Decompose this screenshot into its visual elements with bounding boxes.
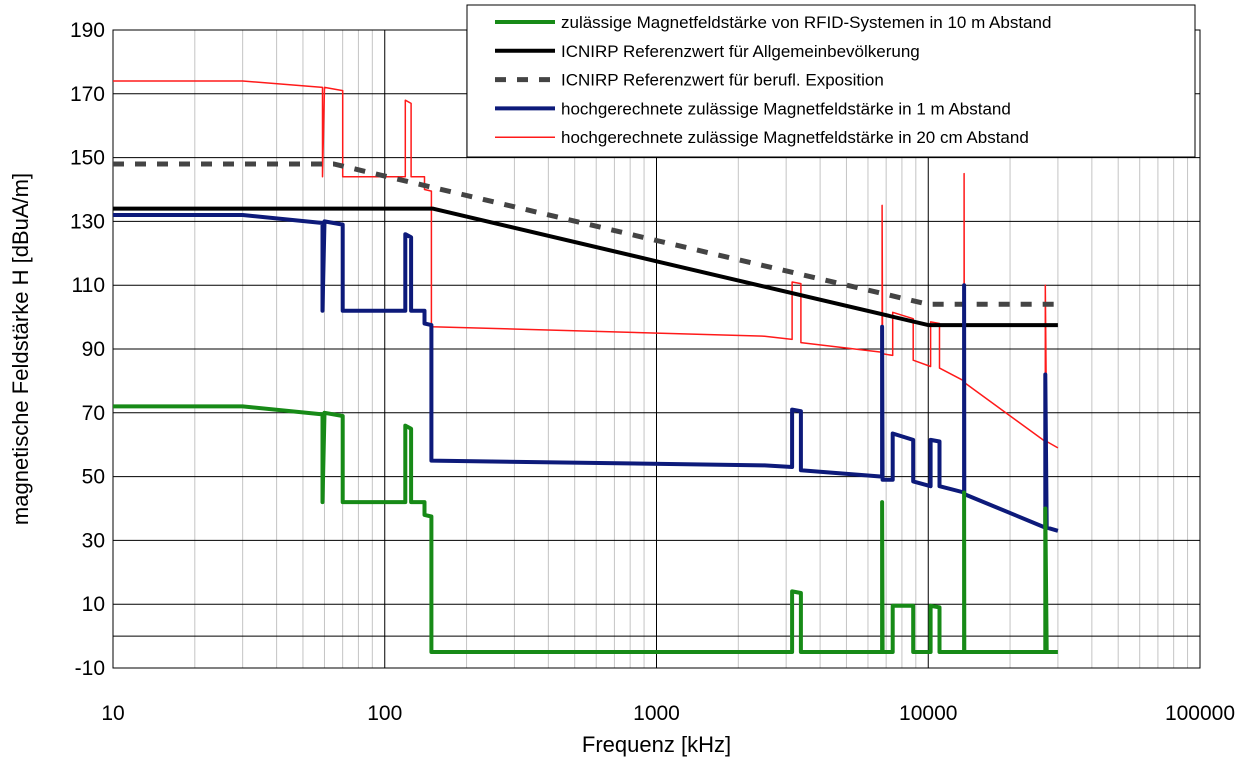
series-line-3 [113,161,1058,307]
x-tick-labels: 10 100 1000 10000 100000 [101,702,1235,725]
series-line-4 [113,213,1059,533]
y-tick-label: 110 [72,274,105,297]
y-tick-label: 150 [70,147,105,170]
legend-box [466,4,1196,158]
series-line-5 [113,80,1059,449]
legend-label-5: hochgerechnete zulässige Magnetfeldstärk… [561,128,1029,147]
y-tick-label: 30 [82,529,105,552]
legend-label-3: ICNIRP Referenzwert für berufl. Expositi… [561,71,884,90]
y-tick-label: 70 [82,402,105,425]
y-tick-labels: -10 10 30 50 70 90 110 130 150 170 190 [70,19,105,680]
y-tick-label: 170 [70,83,105,106]
y-tick-label: 130 [70,210,105,233]
x-tick-label: 1000 [633,702,680,725]
y-tick-label: 50 [82,466,105,489]
series-line-2 [113,206,1058,328]
series-group [113,80,1059,654]
series-line-1 [113,404,1058,654]
legend-label-4: hochgerechnete zulässige Magnetfeldstärk… [561,99,1011,118]
x-tick-label: 10000 [899,702,957,725]
legend-label-1: zulässige Magnetfeldstärke von RFID-Syst… [561,13,1051,32]
x-axis-title: Frequenz [kHz] [582,732,731,757]
y-axis-title: magnetische Feldstärke H [dBuA/m] [8,173,33,525]
y-tick-label: -10 [75,657,105,680]
x-tick-label: 100000 [1165,702,1235,725]
y-tick-label: 190 [70,19,105,42]
x-tick-label: 100 [367,702,402,725]
legend-label-2: ICNIRP Referenzwert für Allgemeinbevölke… [561,42,920,61]
legend: zulässige Magnetfeldstärke von RFID-Syst… [466,4,1196,158]
y-tick-label: 10 [82,593,105,616]
x-tick-label: 10 [101,702,124,725]
y-tick-label: 90 [82,338,105,361]
